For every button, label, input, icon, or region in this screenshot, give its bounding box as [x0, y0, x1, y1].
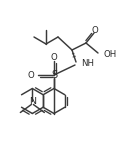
Text: N: N [29, 97, 36, 106]
Text: O: O [92, 25, 98, 34]
Text: O: O [27, 71, 34, 80]
Text: O: O [51, 52, 57, 62]
Text: NH: NH [81, 58, 94, 67]
Text: OH: OH [103, 49, 116, 58]
Text: S: S [51, 70, 57, 80]
